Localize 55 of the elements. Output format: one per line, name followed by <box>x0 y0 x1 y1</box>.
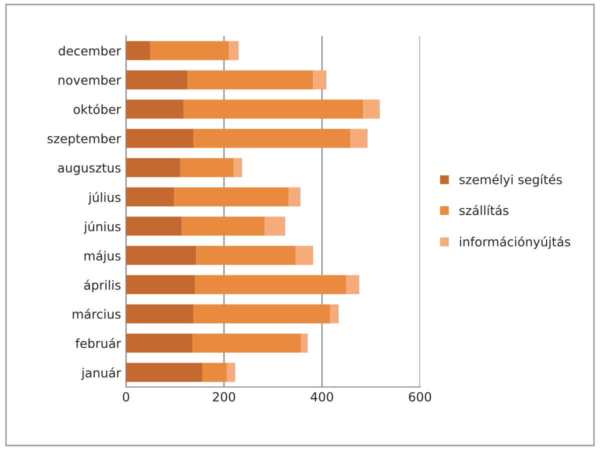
bar <box>202 362 227 382</box>
bar <box>363 100 380 119</box>
bar <box>126 70 188 90</box>
bar <box>313 70 326 90</box>
y-tick-label: április <box>84 280 121 292</box>
bar <box>288 187 300 206</box>
y-tick-label: augusztus <box>58 164 121 175</box>
bar <box>182 216 265 236</box>
bar <box>194 128 350 148</box>
bar <box>226 362 236 382</box>
bar <box>126 100 184 119</box>
x-tick-label: 0 <box>122 392 130 402</box>
y-tick-label: szeptember <box>48 134 122 146</box>
x-tick-label: 400 <box>310 392 334 402</box>
legend-label: személyi segítés <box>460 174 562 187</box>
bar <box>126 304 194 324</box>
y-tick-label: május <box>84 250 121 263</box>
bar <box>126 187 174 206</box>
bar <box>300 334 308 353</box>
bar <box>194 304 330 324</box>
bar <box>126 334 193 353</box>
bar <box>264 216 286 236</box>
y-tick-label: január <box>81 367 122 380</box>
x-tick-label: 200 <box>212 392 236 402</box>
bar <box>126 128 194 148</box>
y-tick-label: december <box>58 46 122 56</box>
bar <box>188 70 314 90</box>
bar <box>180 158 234 178</box>
bar <box>126 216 182 236</box>
y-tick-label: október <box>74 104 122 114</box>
bar <box>126 246 196 265</box>
bar <box>196 246 296 265</box>
y-tick-label: november <box>58 75 122 85</box>
bar <box>296 246 314 265</box>
bar <box>126 158 180 178</box>
bar <box>192 334 301 353</box>
bar <box>126 275 196 294</box>
y-tick-label: július <box>88 192 121 204</box>
bar <box>195 275 346 294</box>
legend-label: információnyújtás <box>460 236 570 249</box>
bar <box>228 41 239 60</box>
bar <box>346 275 360 294</box>
bar <box>184 100 364 119</box>
bar <box>126 41 150 60</box>
bar <box>126 362 202 382</box>
bar <box>150 41 229 60</box>
bar <box>350 128 368 148</box>
legend-label: szállítás <box>460 204 508 216</box>
bar <box>174 187 289 206</box>
y-tick-label: március <box>72 308 121 319</box>
bar <box>330 304 339 324</box>
y-tick-label: február <box>76 338 122 348</box>
x-tick-label: 600 <box>408 392 432 402</box>
bar <box>234 158 242 178</box>
y-tick-label: június <box>84 221 121 234</box>
